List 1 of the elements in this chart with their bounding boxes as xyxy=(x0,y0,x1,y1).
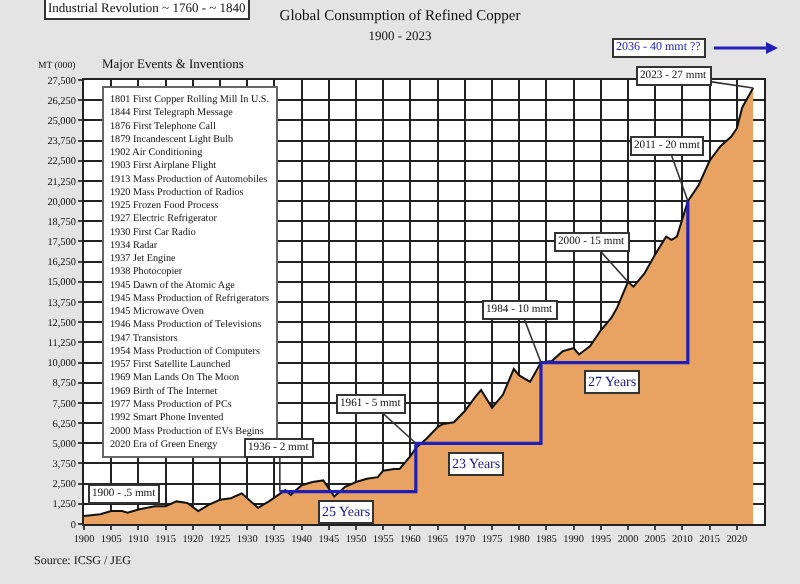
line-series xyxy=(278,199,690,494)
